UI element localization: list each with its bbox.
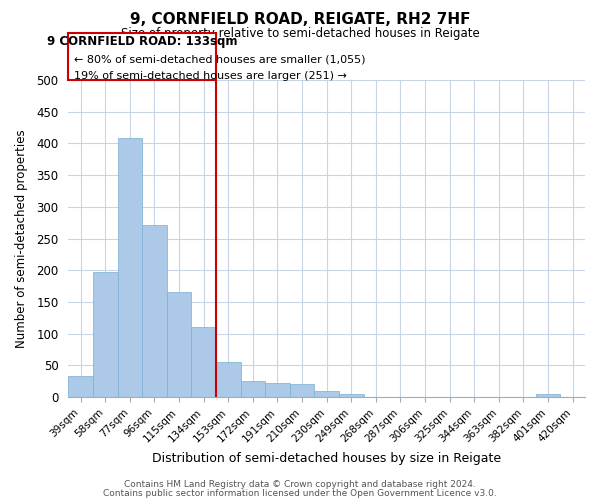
Text: Contains public sector information licensed under the Open Government Licence v3: Contains public sector information licen… <box>103 488 497 498</box>
Text: Contains HM Land Registry data © Crown copyright and database right 2024.: Contains HM Land Registry data © Crown c… <box>124 480 476 489</box>
Bar <box>314 392 339 397</box>
Bar <box>290 384 314 397</box>
Bar <box>216 362 241 397</box>
Text: 9 CORNFIELD ROAD: 133sqm: 9 CORNFIELD ROAD: 133sqm <box>47 35 238 48</box>
Bar <box>536 394 560 397</box>
Bar <box>265 383 290 397</box>
Y-axis label: Number of semi-detached properties: Number of semi-detached properties <box>15 129 28 348</box>
Bar <box>68 376 93 397</box>
Text: 9, CORNFIELD ROAD, REIGATE, RH2 7HF: 9, CORNFIELD ROAD, REIGATE, RH2 7HF <box>130 12 470 28</box>
Bar <box>339 394 364 397</box>
Bar <box>142 225 167 397</box>
Bar <box>93 272 118 397</box>
Bar <box>167 292 191 397</box>
X-axis label: Distribution of semi-detached houses by size in Reigate: Distribution of semi-detached houses by … <box>152 452 501 465</box>
Text: 19% of semi-detached houses are larger (251) →: 19% of semi-detached houses are larger (… <box>74 71 347 81</box>
Text: Size of property relative to semi-detached houses in Reigate: Size of property relative to semi-detach… <box>121 28 479 40</box>
Text: ← 80% of semi-detached houses are smaller (1,055): ← 80% of semi-detached houses are smalle… <box>74 54 366 64</box>
Bar <box>241 380 265 397</box>
Bar <box>191 328 216 397</box>
Bar <box>118 138 142 397</box>
